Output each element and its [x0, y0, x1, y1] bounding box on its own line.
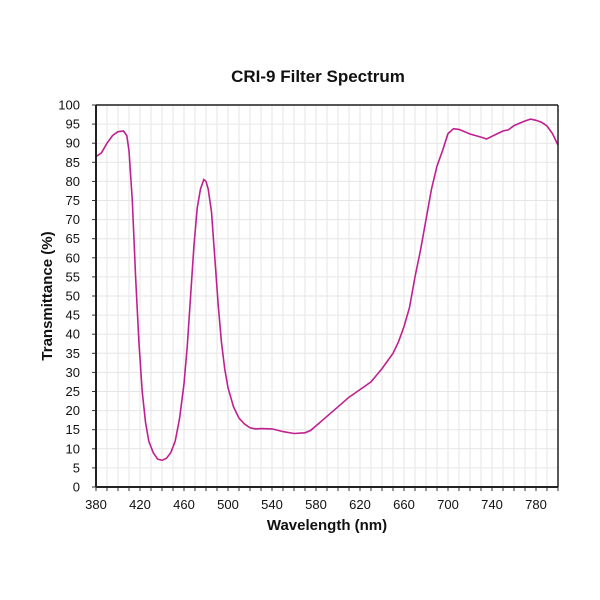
y-tick-label: 20 — [66, 403, 80, 418]
y-tick-label: 85 — [66, 155, 80, 170]
x-tick-label: 500 — [217, 497, 239, 512]
y-tick-label: 90 — [66, 136, 80, 151]
y-tick-label: 40 — [66, 327, 80, 342]
y-axis-label: Transmittance (%) — [39, 231, 56, 360]
x-tick-label: 700 — [437, 497, 459, 512]
x-tick-labels: 380 420 460 500 540 580 620 660 700 740 780 — [85, 487, 559, 512]
y-tick-labels: 0 5 10 15 20 25 30 35 40 45 50 55 60 65 70 75 80 85 90 95 10… — [58, 98, 96, 495]
transmittance-line — [95, 118, 559, 462]
x-tick-label: 380 — [85, 497, 107, 512]
x-tick-label: 460 — [173, 497, 195, 512]
plot-frame — [95, 104, 559, 488]
y-tick-label: 45 — [66, 308, 80, 323]
y-tick-label: 0 — [73, 480, 80, 495]
x-tick-label: 420 — [129, 497, 151, 512]
y-tick-label: 75 — [66, 193, 80, 208]
x-tick-label: 660 — [393, 497, 415, 512]
y-tick-label: 15 — [66, 422, 80, 437]
grid — [96, 105, 558, 487]
y-tick-label: 5 — [73, 460, 80, 475]
y-tick-label: 80 — [66, 174, 80, 189]
y-tick-label: 95 — [66, 117, 80, 132]
y-tick-label: 65 — [66, 231, 80, 246]
y-tick-label: 25 — [66, 384, 80, 399]
x-tick-label: 620 — [349, 497, 371, 512]
y-tick-label: 60 — [66, 250, 80, 265]
x-tick-label: 540 — [261, 497, 283, 512]
y-tick-label: 35 — [66, 346, 80, 361]
y-tick-label: 50 — [66, 289, 80, 304]
x-tick-label: 740 — [481, 497, 503, 512]
y-tick-label: 100 — [58, 98, 80, 113]
x-tick-label: 780 — [525, 497, 547, 512]
y-tick-label: 10 — [66, 441, 80, 456]
x-axis-label: Wavelength (nm) — [267, 517, 387, 534]
chart-title: CRI-9 Filter Spectrum — [231, 67, 405, 86]
y-tick-label: 70 — [66, 212, 80, 227]
y-tick-label: 55 — [66, 269, 80, 284]
x-tick-label: 580 — [305, 497, 327, 512]
y-tick-label: 30 — [66, 365, 80, 380]
